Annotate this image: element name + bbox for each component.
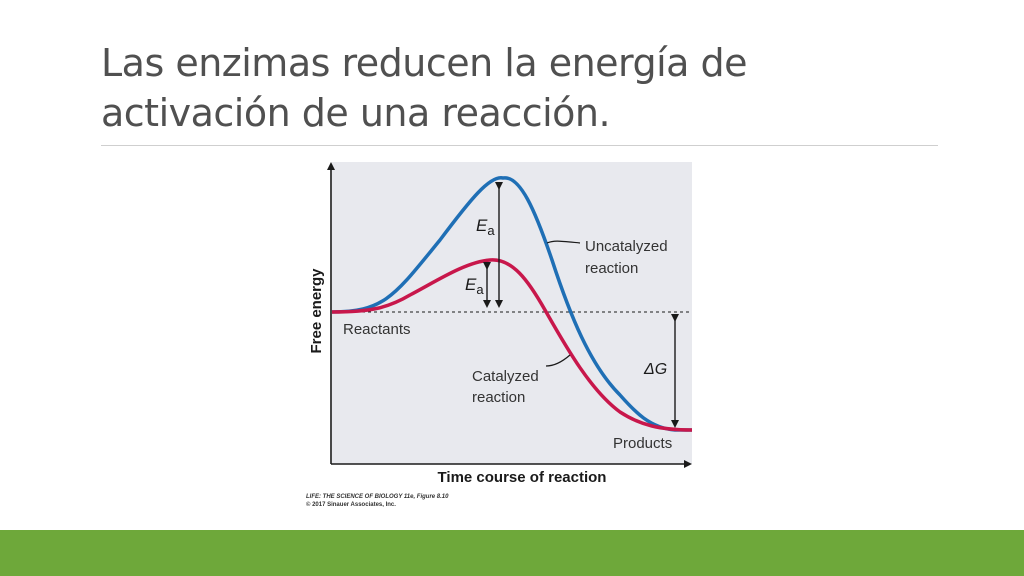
ea-subscript: a	[487, 223, 495, 238]
uncatalyzed-reaction-curve	[331, 176, 692, 432]
catalyzed-label-line2: reaction	[472, 389, 525, 406]
ea-subscript: a	[476, 282, 484, 297]
catalyzed-label-line1: Catalyzed	[472, 368, 539, 385]
catalyzed-ea-label: Ea	[465, 275, 484, 297]
uncatalyzed-label-line2: reaction	[585, 260, 638, 277]
delta-g-label: ΔG	[643, 361, 667, 378]
y-axis-label: Free energy	[308, 268, 325, 354]
figure-credit: LIFE: THE SCIENCE OF BIOLOGY 11e, Figure…	[306, 493, 448, 509]
energy-diagram-figure: Free energy Time course of reaction Ea E…	[290, 150, 710, 520]
title-divider	[101, 145, 938, 146]
uncatalyzed-callout-line	[546, 240, 581, 244]
ea-symbol: E	[465, 275, 477, 294]
slide-title: Las enzimas reducen la energía de activa…	[101, 41, 748, 135]
energy-diagram-chart: Free energy Time course of reaction Ea E…	[308, 162, 693, 486]
catalyzed-reaction-curve	[331, 258, 693, 432]
credit-source: LIFE: THE SCIENCE OF BIOLOGY 11e, Figure…	[306, 494, 449, 500]
uncatalyzed-label-line1: Uncatalyzed	[585, 238, 668, 255]
uncatalyzed-ea-label: Ea	[476, 216, 495, 238]
bottom-accent-bar	[0, 530, 1024, 576]
x-axis-label: Time course of reaction	[438, 469, 607, 486]
reactants-label: Reactants	[343, 321, 411, 338]
plot-background	[332, 162, 692, 464]
products-label: Products	[613, 435, 672, 452]
catalyzed-callout-line	[545, 354, 571, 367]
credit-copyright: © 2017 Sinauer Associates, Inc.	[306, 502, 396, 508]
ea-symbol: E	[476, 216, 488, 235]
